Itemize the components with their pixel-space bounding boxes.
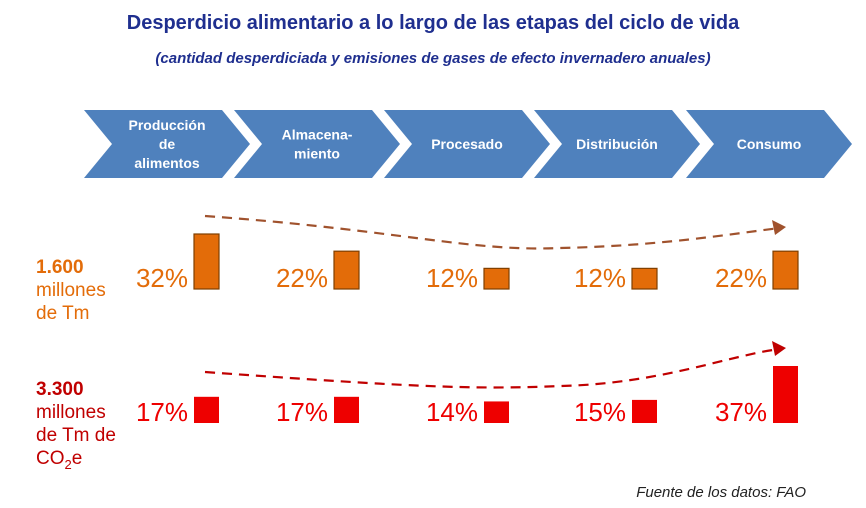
emissions-trend-arrow-head	[772, 341, 786, 356]
row-label-emissions: 3.300 millones de Tm de CO2e	[36, 378, 116, 476]
row-label-emissions-line-1: millones	[36, 402, 106, 423]
waste-bar-1	[193, 233, 220, 290]
row-label-waste-number: 1.600	[36, 257, 84, 278]
stage-label-1-line-1: Producción	[128, 117, 205, 133]
emissions-percent-label-3: 14%	[426, 397, 478, 427]
waste-bar-5	[772, 250, 799, 290]
waste-trend-arrow	[204, 214, 781, 250]
waste-percent-label-3: 12%	[426, 263, 478, 293]
row-label-waste-line-1: millones	[36, 280, 106, 301]
waste-percent-label-2: 22%	[276, 263, 328, 293]
stage-label-1-line-3: alimentos	[134, 155, 200, 171]
stage-arrow-4	[534, 110, 700, 178]
stage-arrow-1	[84, 110, 250, 178]
stage-arrow-3	[384, 110, 550, 178]
emissions-bar-5	[773, 366, 798, 423]
emissions-bar-1	[194, 396, 219, 423]
emissions-trend-arrow	[204, 347, 781, 389]
stage-label-4-line-1: Distribución	[576, 136, 658, 152]
waste-percent-label-5: 22%	[715, 263, 767, 293]
row-label-emissions-line-3-co: CO	[36, 448, 65, 469]
row-label-waste-line-2: de Tm	[36, 303, 90, 324]
waste-trend-arrow-head	[772, 220, 786, 235]
stage-label-1-line-2: de	[159, 136, 176, 152]
row-label-emissions-subscript: 2	[64, 456, 72, 472]
row-label-emissions-line-3-e: e	[71, 448, 83, 469]
emissions-bar-4	[632, 399, 657, 423]
stage-arrow-5	[686, 110, 852, 178]
waste-bar-4	[631, 267, 658, 290]
stage-label-5-line-1: Consumo	[737, 136, 802, 152]
emissions-bar-2	[334, 396, 359, 423]
waste-percent-label-1: 32%	[136, 263, 188, 293]
emissions-percent-label-1: 17%	[136, 397, 188, 427]
emissions-bar-3	[484, 401, 509, 423]
chart-title: Desperdicio alimentario a lo largo de la…	[126, 12, 740, 34]
stage-label-2-line-1: Almacena-	[282, 127, 353, 143]
chart-subtitle: (cantidad desperdiciada y emisiones de g…	[155, 50, 711, 67]
stage-label-2-line-2: miento	[294, 146, 340, 162]
waste-percent-label-4: 12%	[574, 263, 626, 293]
emissions-percent-label-2: 17%	[276, 397, 328, 427]
row-label-waste: 1.600 millones de Tm	[36, 256, 106, 325]
row-label-emissions-line-2: de Tm de	[36, 425, 116, 446]
row-label-emissions-number: 3.300	[36, 379, 84, 400]
stage-label-3-line-1: Procesado	[431, 136, 503, 152]
source-note: Fuente de los datos: FAO	[636, 484, 806, 501]
waste-bar-2	[333, 250, 360, 290]
waste-bar-3	[483, 267, 510, 290]
stage-arrow-2	[234, 110, 400, 178]
emissions-percent-label-4: 15%	[574, 397, 626, 427]
emissions-percent-label-5: 37%	[715, 397, 767, 427]
